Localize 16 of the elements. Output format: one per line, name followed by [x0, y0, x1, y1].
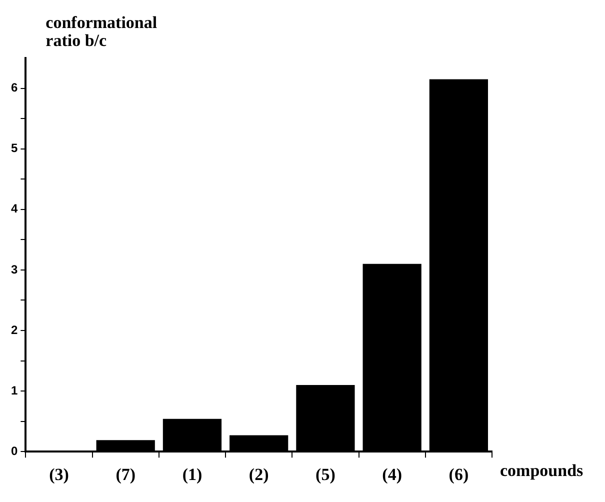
y-tick-label: 3 — [10, 262, 18, 276]
y-tick-label: 0 — [10, 444, 18, 458]
x-tick-label: (6) — [448, 465, 469, 484]
y-tick-label: 5 — [10, 141, 18, 156]
y-tick-label: 2 — [10, 322, 18, 337]
y-tick-label: 4 — [10, 202, 18, 216]
x-tick-label: (1) — [182, 465, 202, 484]
y-tick-label: 6 — [10, 80, 18, 95]
y-tick-label: 1 — [10, 383, 18, 398]
x-tick-label: (4) — [382, 465, 402, 484]
x-tick-label: (7) — [116, 465, 136, 484]
y-axis-title: conformational ratio b/c — [46, 12, 158, 50]
x-tick-label: (3) — [49, 465, 69, 484]
x-axis-title: compounds — [500, 460, 584, 480]
x-tick-label: (5) — [316, 465, 336, 484]
x-tick-label: (2) — [248, 465, 269, 484]
